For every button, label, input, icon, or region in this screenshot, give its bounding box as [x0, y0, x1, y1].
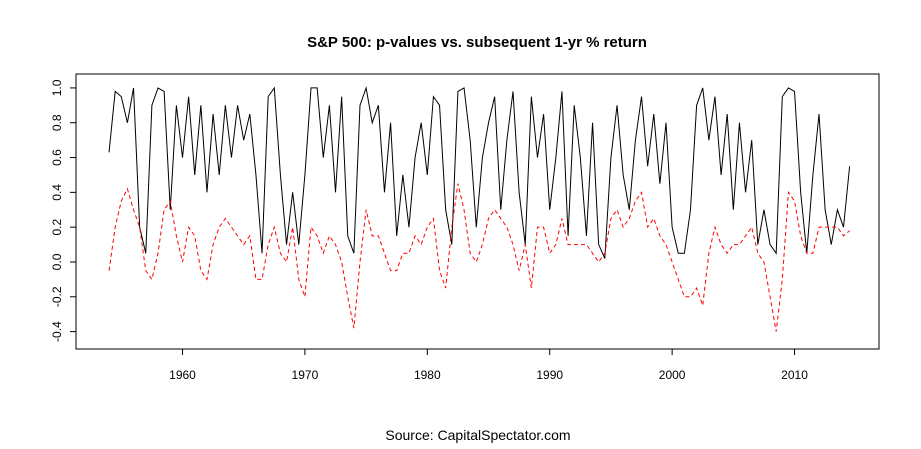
y-tick-label: 0.2 — [50, 219, 64, 236]
series-line — [108, 85, 851, 259]
y-tick-label: -0.4 — [50, 321, 64, 342]
series-line — [108, 183, 850, 332]
y-tick-label: 1.0 — [50, 79, 64, 96]
plot-frame — [75, 73, 880, 350]
x-tick-label: 2000 — [659, 368, 686, 382]
y-tick-label: 0.0 — [50, 253, 64, 270]
x-tick-label: 1980 — [414, 368, 441, 382]
y-tick-label: 0.4 — [50, 184, 64, 201]
x-tick-label: 1970 — [292, 368, 319, 382]
y-tick-label: -0.2 — [50, 286, 64, 307]
chart-title: S&P 500: p-values vs. subsequent 1-yr % … — [307, 34, 647, 51]
y-tick-label: 0.8 — [50, 114, 64, 131]
caption: Source: CapitalSpectator.com — [385, 427, 570, 443]
y-tick-label: 0.6 — [50, 149, 64, 166]
x-tick-label: 1990 — [536, 368, 563, 382]
x-tick-label: 1960 — [169, 368, 196, 382]
x-tick-label: 2010 — [781, 368, 808, 382]
